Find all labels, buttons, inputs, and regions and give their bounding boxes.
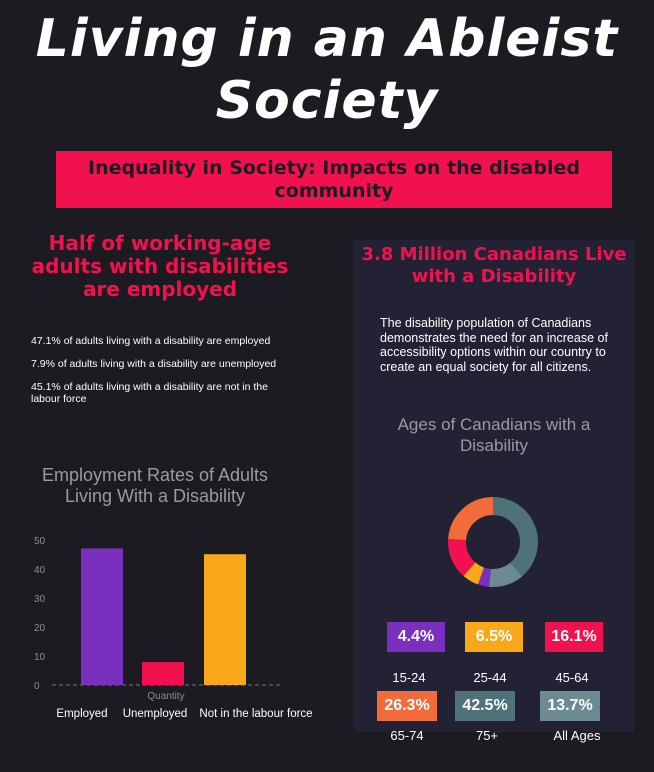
x-axis-label: Quantity — [147, 691, 184, 702]
donut-slice-45-64 — [448, 497, 538, 587]
subtitle-banner: Inequality in Society: Impacts on the di… — [56, 151, 612, 208]
legend-percent-badge: 6.5% — [465, 622, 523, 652]
population-heading: 3.8 Million Canadians Live with a Disabi… — [361, 244, 627, 287]
donut-chart-title: Ages of Canadians with a Disability — [397, 415, 591, 455]
y-tick-label: 30 — [34, 594, 46, 605]
y-tick-label: 50 — [34, 536, 46, 547]
x-tick-label: Unemployed — [123, 708, 188, 720]
legend-age-label: 75+ — [475, 728, 499, 743]
legend-percent-badge: 13.7% — [540, 691, 600, 721]
legend-age-label: 15-24 — [392, 670, 426, 685]
population-description: The disability population of Canadians d… — [380, 316, 608, 374]
bar-not-in-the-labour-force — [204, 554, 246, 685]
donut-slice-all-ages — [448, 497, 538, 587]
legend-percent-badge: 4.4% — [387, 622, 445, 652]
donut-slice-65-74 — [448, 497, 538, 587]
population-panel — [354, 240, 634, 732]
stat-not-in-labour-force: 45.1% of adults living with a disability… — [31, 381, 268, 405]
bar-employed — [81, 548, 123, 685]
stat-unemployed: 7.9% of adults living with a disability … — [31, 358, 277, 370]
legend-age-label: All Ages — [553, 728, 601, 743]
legend-percent-badge: 16.1% — [545, 622, 603, 652]
employment-stats: 47.1% of adults living with a disability… — [31, 335, 291, 416]
page-title: Living in an Ableist Society — [35, 9, 619, 131]
bar-chart-title: Employment Rates of Adults Living With a… — [41, 465, 269, 506]
legend-age-label: 45-64 — [555, 670, 589, 685]
bar-unemployed — [142, 662, 184, 685]
x-tick-label: Not in the labour force — [199, 708, 312, 720]
legend-age-label: 65-74 — [390, 728, 424, 743]
x-tick-label: Employed — [56, 708, 107, 720]
legend-percent-badge: 26.3% — [377, 691, 437, 721]
employment-bar-chart: 0 10 20 30 40 50 Quantity Employed Unemployed Not… — [34, 536, 313, 720]
age-donut-chart — [448, 497, 538, 587]
y-tick-label: 0 — [34, 681, 40, 692]
y-tick-label: 40 — [34, 565, 46, 576]
legend-percent-badge: 42.5% — [455, 691, 515, 721]
stat-employed: 47.1% of adults living with a disability… — [31, 335, 271, 347]
employment-heading: Half of working-age adults with disabili… — [31, 231, 289, 301]
legend-age-label: 25-44 — [473, 670, 507, 685]
y-tick-label: 20 — [34, 623, 46, 634]
y-tick-label: 10 — [34, 652, 46, 663]
